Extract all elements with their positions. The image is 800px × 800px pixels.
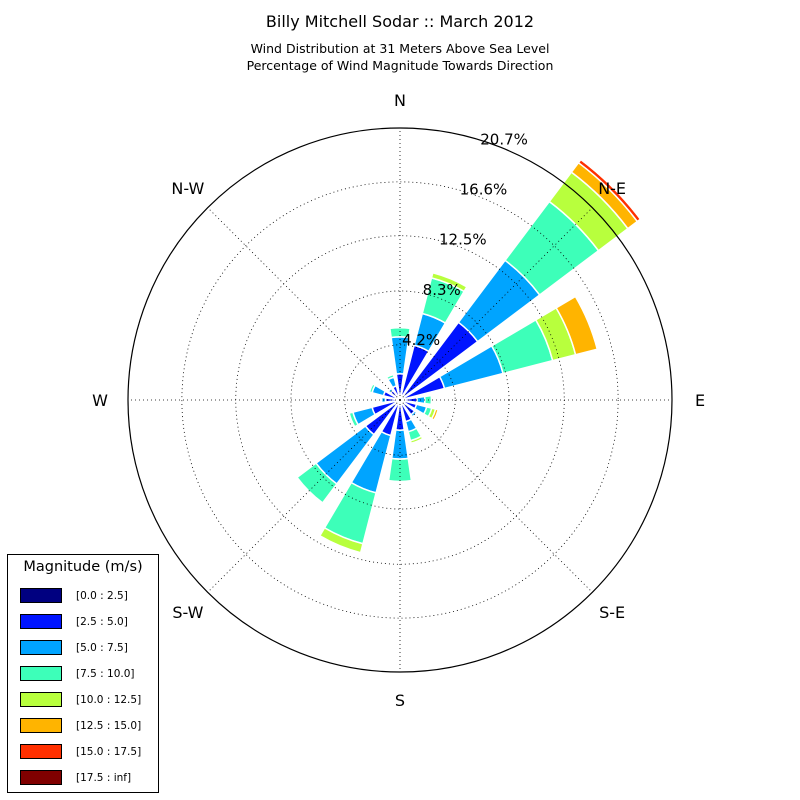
grid-spoke [399,399,593,593]
legend-label: [0.0 : 2.5] [76,590,128,602]
radial-tick-label: 4.2% [402,331,440,349]
chart-title: Billy Mitchell Sodar :: March 2012 [265,12,535,31]
direction-label: S-W [172,603,203,622]
bar-segment [348,411,360,428]
bar-segment [387,457,413,483]
radial-tick-label: 16.6% [460,180,508,198]
legend-label: [10.0 : 12.5] [76,694,142,706]
chart-subtitle-line2: Percentage of Wind Magnitude Towards Dir… [246,58,554,73]
direction-label: S-E [599,603,625,622]
bar-segment [579,157,643,221]
bar-segment [379,396,383,404]
legend-item: [5.0 : 7.5] [20,640,158,656]
direction-label: N-E [598,179,626,198]
labels-layer: 4.2% 8.3% 12.5% 16.6% 20.7% N N-E E S-E S S-W W N-W [92,91,705,710]
grid-circle [344,344,456,456]
direction-label: N [394,91,406,110]
grid-circle [290,290,510,510]
radial-tick-label: 8.3% [423,281,461,299]
legend-swatch [20,770,62,785]
legend-swatch [20,588,62,603]
chart-subtitle-line1: Wind Distribution at 31 Meters Above Sea… [250,41,550,56]
radial-tick-label: 12.5% [439,230,487,248]
legend-label: [17.5 : inf] [76,772,132,784]
legend-item: [0.0 : 2.5] [20,588,158,604]
legend-title: Magnitude (m/s) [23,559,143,575]
bar-segment [555,295,599,356]
direction-label: E [695,391,705,410]
bar-segment [411,411,419,419]
legend-label: [12.5 : 15.0] [76,720,142,732]
legend-label: [7.5 : 10.0] [76,668,135,680]
bar-segment [430,271,468,293]
bar-segment [296,462,338,504]
legend-swatch [20,718,62,733]
legend-item: [12.5 : 15.0] [20,718,158,734]
legend-swatch [20,640,62,655]
legend-label: [15.0 : 17.5] [76,746,142,758]
direction-label: W [92,391,108,410]
bar-segment [318,526,364,554]
legend-swatch [20,744,62,759]
legend-swatch [20,614,62,629]
grid-layer [127,127,673,673]
grid-spoke [207,399,401,593]
legend: Magnitude (m/s) [0.0 : 2.5] [2.5 : 5.0] … [7,554,159,793]
legend-item: [7.5 : 10.0] [20,666,158,682]
grid-spoke [399,207,593,401]
outer-circle [127,127,673,673]
bar-segment [389,326,411,339]
grid-circle [181,181,619,619]
bar-segment [430,408,440,422]
direction-label: N-W [171,179,204,198]
bar-segment [387,387,394,394]
bar-segment [385,373,396,381]
bar-segment [409,435,424,445]
legend-swatch [20,692,62,707]
grid-spoke [207,207,401,401]
bar-segment [368,382,377,394]
legend-swatch [20,666,62,681]
legend-item: [15.0 : 17.5] [20,744,158,760]
direction-label: S [395,691,405,710]
legend-label: [5.0 : 7.5] [76,642,128,654]
legend-item: [2.5 : 5.0] [20,614,158,630]
radial-tick-label: 20.7% [480,131,528,149]
legend-label: [2.5 : 5.0] [76,616,128,628]
legend-item: [10.0 : 12.5] [20,692,158,708]
bars-layer [296,157,643,554]
legend-item: [17.5 : inf] [20,770,158,786]
